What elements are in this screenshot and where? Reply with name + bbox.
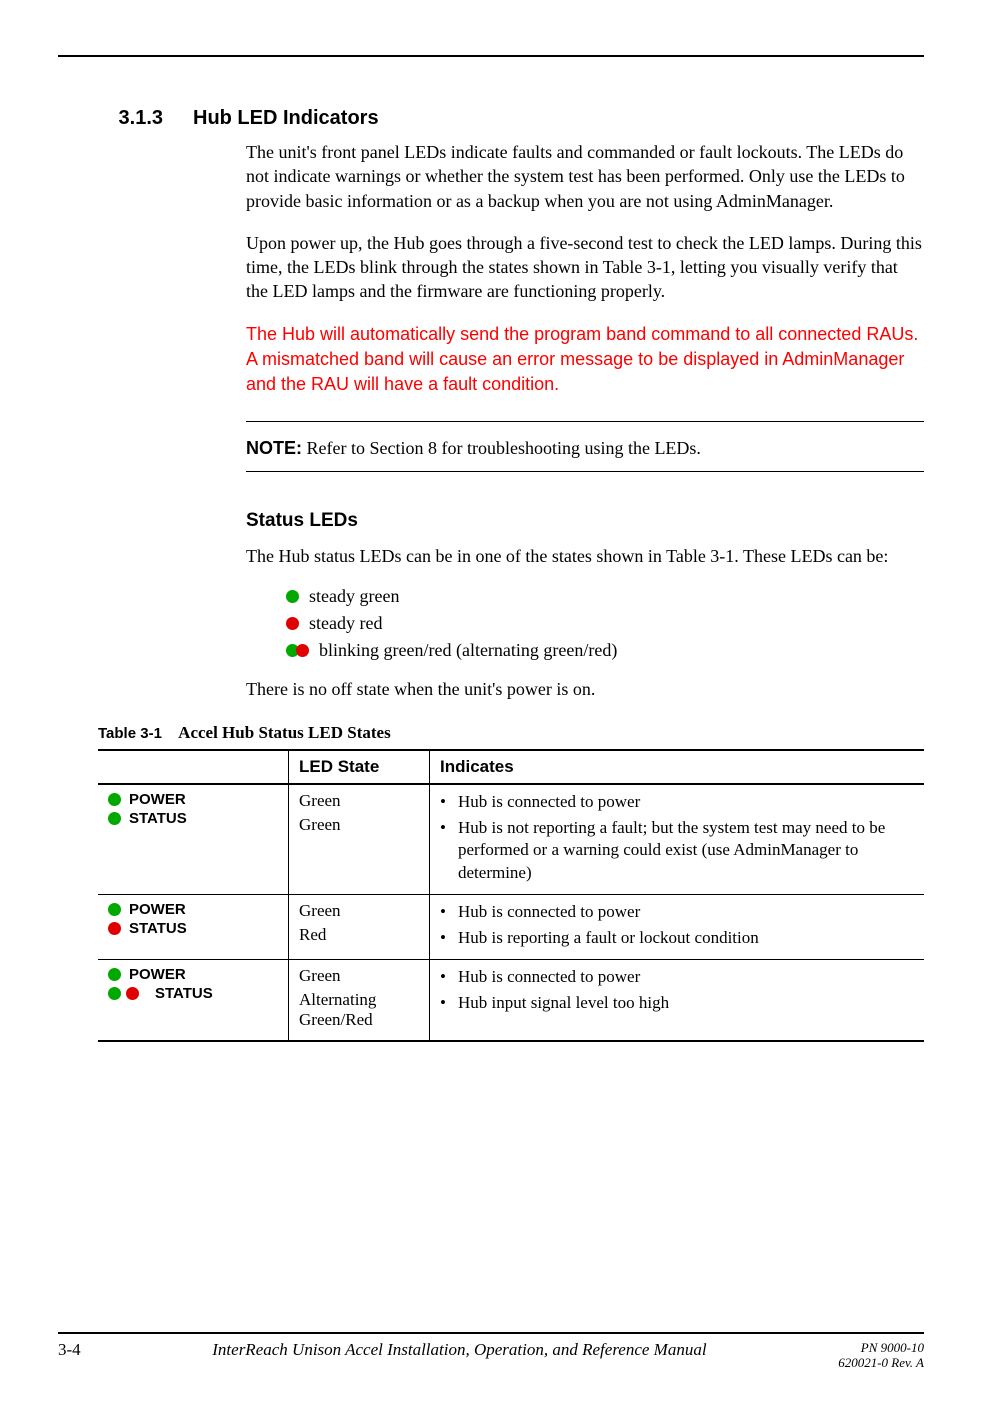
list-item: Hub is connected to power (440, 901, 914, 923)
red-dot-icon (286, 617, 299, 630)
green-dot-icon (108, 968, 121, 981)
led-power-label: POWER (129, 901, 186, 918)
note-line: NOTE: Refer to Section 8 for troubleshoo… (246, 436, 924, 460)
green-red-dot-icon (286, 644, 309, 657)
indicates-list: Hub is connected to power Hub input sign… (440, 966, 914, 1014)
table-caption-title: Accel Hub Status LED States (178, 723, 391, 742)
led-status-label: STATUS (129, 920, 187, 937)
note-label: NOTE: (246, 438, 302, 458)
table-header-row: LED State Indicates (98, 750, 924, 784)
green-dot-icon (108, 812, 121, 825)
table-body: POWER STATUS Green Green Hub is conne (98, 784, 924, 1041)
indicates-cell: Hub is connected to power Hub is reporti… (430, 894, 925, 959)
table-header: Indicates (430, 750, 925, 784)
list-item: Hub is not reporting a fault; but the sy… (440, 817, 914, 883)
note-body: Refer to Section 8 for troubleshooting u… (302, 438, 701, 458)
footer-meta: PN 9000-10 620021-0 Rev. A (838, 1340, 924, 1371)
led-cell: POWER STATUS (98, 784, 289, 894)
state-line: Green (299, 791, 419, 811)
state-line: Green (299, 901, 419, 921)
page-footer: 3-4 InterReach Unison Accel Installation… (58, 1332, 924, 1371)
indicates-cell: Hub is connected to power Hub input sign… (430, 959, 925, 1041)
footer-title: InterReach Unison Accel Installation, Op… (81, 1340, 839, 1360)
section-number: 3.1.3 (58, 107, 193, 130)
led-status-label: STATUS (155, 985, 213, 1002)
top-rule (58, 55, 924, 57)
led-cell: POWER STATUS (98, 959, 289, 1041)
led-label-row: STATUS (108, 810, 278, 827)
red-dot-icon (108, 922, 121, 935)
red-dot-icon (296, 644, 309, 657)
table-row: POWER STATUS Green Alternating Green/ (98, 959, 924, 1041)
led-label-row: STATUS (108, 920, 278, 937)
led-status-label: STATUS (129, 810, 187, 827)
list-item: Hub is connected to power (440, 791, 914, 813)
indicates-list: Hub is connected to power Hub is reporti… (440, 901, 914, 949)
footer-pn: PN 9000-10 (838, 1340, 924, 1356)
list-item-label: steady green (309, 586, 399, 607)
state-cell: Green Red (289, 894, 430, 959)
list-item: Hub input signal level too high (440, 992, 914, 1014)
table-caption: Table 3-1 Accel Hub Status LED States (98, 723, 924, 743)
green-dot-icon (286, 590, 299, 603)
led-label-row: STATUS (108, 985, 278, 1002)
state-cell: Green Alternating Green/Red (289, 959, 430, 1041)
page: 3.1.3 Hub LED Indicators The unit's fron… (0, 0, 982, 1401)
red-dot-icon (126, 987, 139, 1000)
list-item-label: blinking green/red (alternating green/re… (319, 640, 617, 661)
paragraph-3: The Hub status LEDs can be in one of the… (246, 544, 924, 568)
state-line: Red (299, 925, 419, 945)
red-paragraph: The Hub will automatically send the prog… (246, 322, 924, 398)
note-rule-top (246, 421, 924, 422)
page-number: 3-4 (58, 1340, 81, 1360)
state-line: Green (299, 815, 419, 835)
green-red-dot-icon (108, 987, 147, 1000)
body: The unit's front panel LEDs indicate fau… (246, 140, 924, 701)
table-caption-label: Table 3-1 (98, 725, 162, 742)
led-label-row: POWER (108, 791, 278, 808)
table-header (98, 750, 289, 784)
list-item: steady red (286, 613, 924, 634)
table-row: POWER STATUS Green Red Hub is connect (98, 894, 924, 959)
paragraph-2: Upon power up, the Hub goes through a fi… (246, 231, 924, 304)
state-line: Alternating Green/Red (299, 990, 419, 1030)
led-state-list: steady green steady red blinking green/r… (286, 586, 924, 661)
footer-rev: 620021-0 Rev. A (838, 1355, 924, 1371)
table-row: POWER STATUS Green Green Hub is conne (98, 784, 924, 894)
led-power-label: POWER (129, 791, 186, 808)
led-label-row: POWER (108, 966, 278, 983)
state-line: Green (299, 966, 419, 986)
state-cell: Green Green (289, 784, 430, 894)
led-power-label: POWER (129, 966, 186, 983)
list-item-label: steady red (309, 613, 382, 634)
table-section: Table 3-1 Accel Hub Status LED States LE… (98, 723, 924, 1042)
note-rule-bottom (246, 471, 924, 472)
green-dot-icon (108, 903, 121, 916)
paragraph-4: There is no off state when the unit's po… (246, 677, 924, 701)
led-label-row: POWER (108, 901, 278, 918)
led-status-table: LED State Indicates POWER STATUS (98, 749, 924, 1042)
status-leds-heading: Status LEDs (246, 510, 924, 532)
indicates-cell: Hub is connected to power Hub is not rep… (430, 784, 925, 894)
list-item: Hub is connected to power (440, 966, 914, 988)
indicates-list: Hub is connected to power Hub is not rep… (440, 791, 914, 883)
list-item: Hub is reporting a fault or lockout cond… (440, 927, 914, 949)
section-title: Hub LED Indicators (193, 107, 379, 130)
table-header: LED State (289, 750, 430, 784)
green-dot-icon (108, 987, 121, 1000)
led-cell: POWER STATUS (98, 894, 289, 959)
green-dot-icon (108, 793, 121, 806)
list-item: steady green (286, 586, 924, 607)
section-heading: 3.1.3 Hub LED Indicators (58, 107, 924, 130)
paragraph-1: The unit's front panel LEDs indicate fau… (246, 140, 924, 213)
list-item: blinking green/red (alternating green/re… (286, 640, 924, 661)
